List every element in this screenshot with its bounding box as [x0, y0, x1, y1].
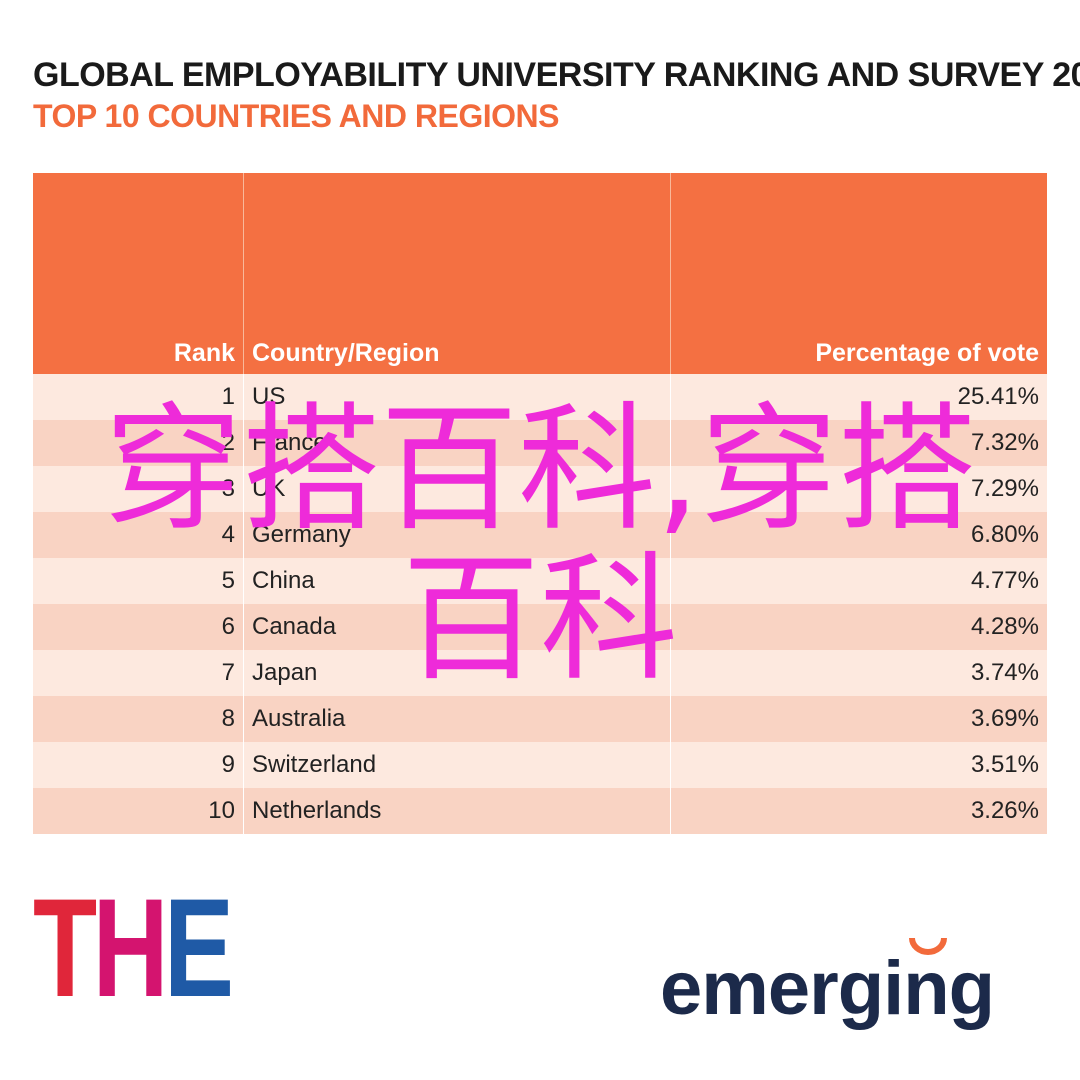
table-row: 10 Netherlands 3.26%	[33, 788, 1047, 834]
table-cell: UK	[243, 466, 671, 512]
table-row: 3 UK 7.29%	[33, 466, 1047, 512]
table-row: 1 US 25.41%	[33, 374, 1047, 420]
table-cell: Switzerland	[243, 742, 671, 788]
table-cell: 4.77%	[670, 558, 1047, 604]
table-cell: 3.51%	[670, 742, 1047, 788]
logo-letter: E	[163, 869, 234, 1026]
header-row: Rank Country/Region Percentage of vote	[33, 173, 1047, 374]
column-header: Country/Region	[243, 173, 671, 374]
subtitle: TOP 10 COUNTRIES AND REGIONS	[33, 98, 559, 134]
table-cell: 3.26%	[670, 788, 1047, 834]
table-cell: 10	[33, 788, 244, 834]
logo-letter: H	[92, 869, 169, 1026]
the-logo: THE	[33, 878, 234, 1018]
table-cell: Japan	[243, 650, 671, 696]
table-cell: 25.41%	[670, 374, 1047, 420]
ranking-table: Rank Country/Region Percentage of vote 1 US…	[33, 173, 1047, 834]
table-cell: 6	[33, 604, 244, 650]
table-cell: 4	[33, 512, 244, 558]
table-row: 5 China 4.77%	[33, 558, 1047, 604]
table-cell: 7	[33, 650, 244, 696]
watermark: 穿搭百科,穿搭百科	[104, 389, 976, 700]
emerging-logo: emerging	[660, 946, 995, 1031]
table-row: 9 Switzerland 3.51%	[33, 742, 1047, 788]
table-cell: Australia	[243, 696, 671, 742]
table-row: 6 Canada 4.28%	[33, 604, 1047, 650]
table-row: 2 France 7.32%	[33, 420, 1047, 466]
table-cell: US	[243, 374, 671, 420]
table-cell: Canada	[243, 604, 671, 650]
table-cell: Netherlands	[243, 788, 671, 834]
table-cell: France	[243, 420, 671, 466]
table-cell: 3.69%	[670, 696, 1047, 742]
table-cell: 9	[33, 742, 244, 788]
table-cell: 7.29%	[670, 466, 1047, 512]
table-cell: 5	[33, 558, 244, 604]
table-cell: 4.28%	[670, 604, 1047, 650]
table-cell: 8	[33, 696, 244, 742]
table-cell: 3	[33, 466, 244, 512]
table-row: 8 Australia 3.69%	[33, 696, 1047, 742]
column-header: Rank	[33, 173, 244, 374]
table-cell: 1	[33, 374, 244, 420]
table-cell: Germany	[243, 512, 671, 558]
title: GLOBAL EMPLOYABILITY UNIVERSITY RANKING …	[33, 56, 1080, 94]
table-cell: China	[243, 558, 671, 604]
table-row: 4 Germany 6.80%	[33, 512, 1047, 558]
column-header: Percentage of vote	[670, 173, 1047, 374]
logo-arc	[909, 937, 947, 955]
table-row: 7 Japan 3.74%	[33, 650, 1047, 696]
logo-text: THE	[33, 869, 234, 1026]
table-cell: 2	[33, 420, 244, 466]
logo-letter: T	[33, 869, 97, 1026]
table-cell: 6.80%	[670, 512, 1047, 558]
table-cell: 7.32%	[670, 420, 1047, 466]
table-cell: 3.74%	[670, 650, 1047, 696]
